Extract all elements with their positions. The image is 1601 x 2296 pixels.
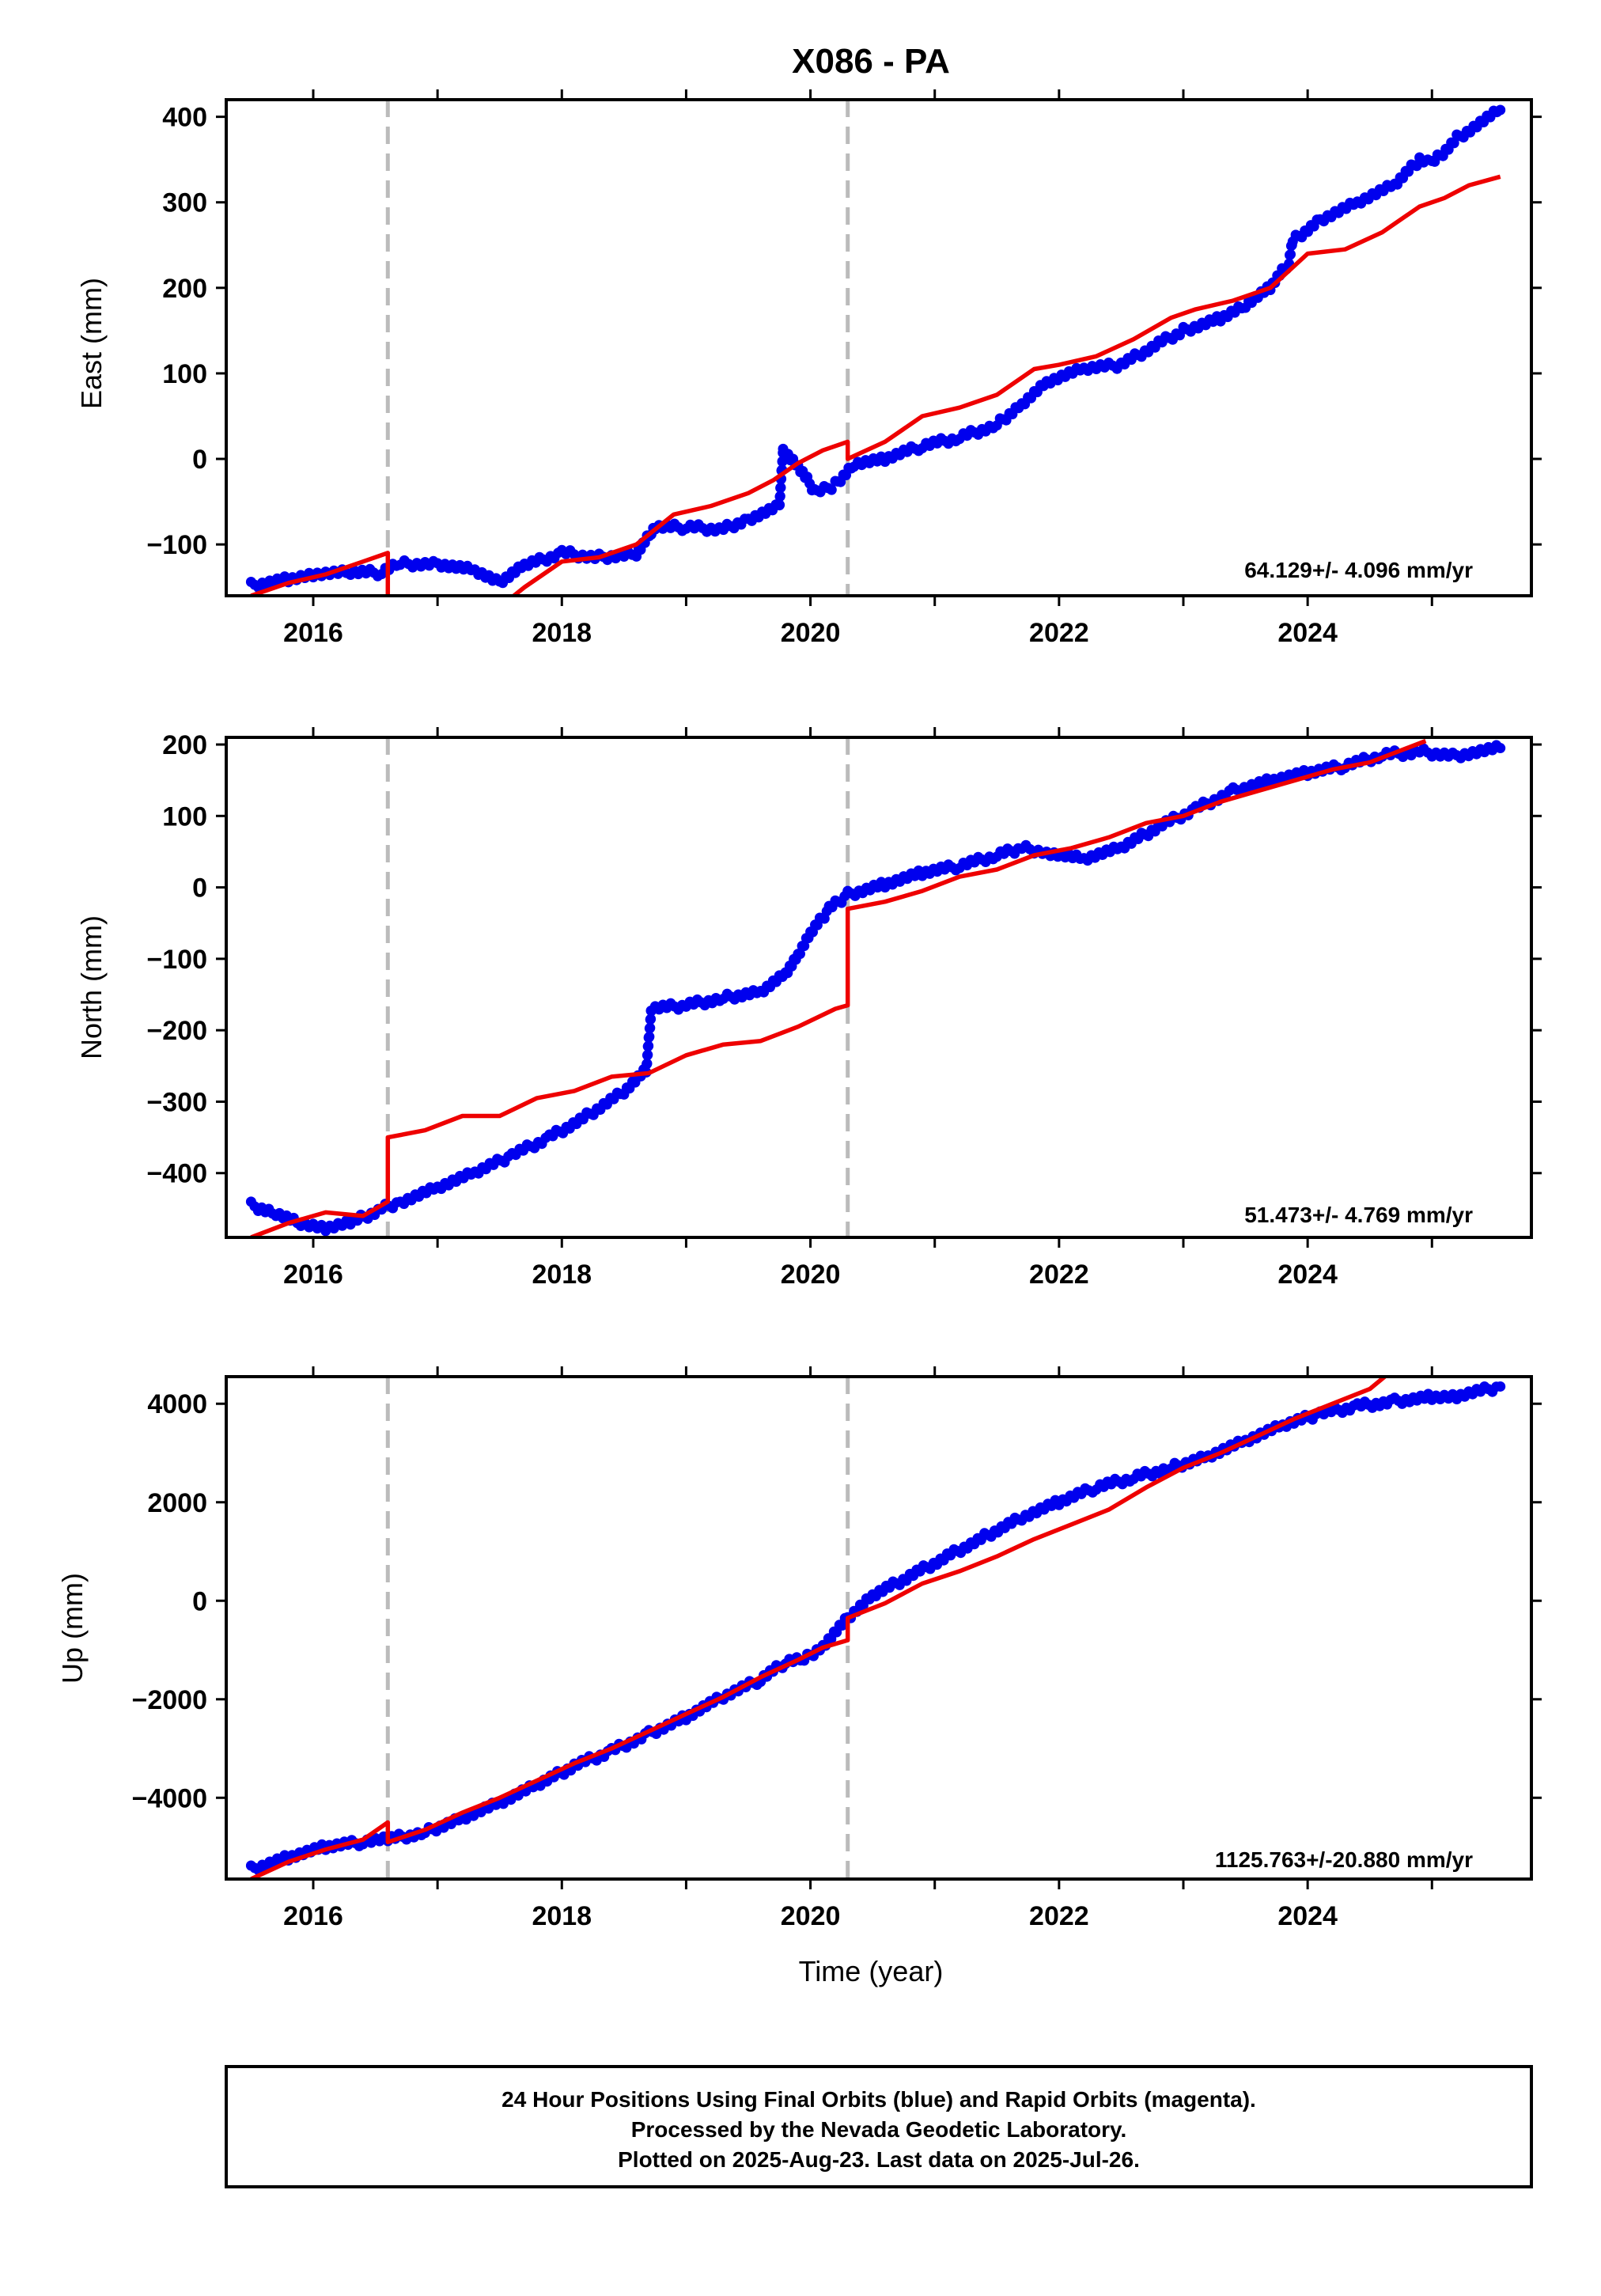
north-x-tick-label: 2016: [283, 1260, 343, 1290]
footer-line-2: Processed by the Nevada Geodetic Laborat…: [631, 2117, 1127, 2142]
up-observed-series: [245, 1381, 1506, 1876]
up-y-tick-label: −2000: [132, 1685, 208, 1715]
north-panel: North (mm) 51.473+/- 4.769 mm/yr 2016 201…: [75, 727, 1542, 1290]
up-y-tick-label: 0: [192, 1586, 207, 1616]
east-y-tick-label: 0: [192, 445, 207, 475]
north-y-tick-label: −100: [146, 945, 207, 975]
east-y-tick-label: 200: [162, 274, 207, 304]
east-observed-point: [1495, 104, 1506, 116]
footer-line-3: Plotted on 2025-Aug-23. Last data on 202…: [618, 2147, 1140, 2172]
north-observed-point: [645, 1022, 656, 1033]
east-plot-area: [245, 104, 1506, 596]
x-axis-label: Time (year): [799, 1955, 944, 1987]
up-x-tick-label: 2016: [283, 1901, 343, 1931]
north-model-line: [250, 738, 1427, 1237]
footer-frame: [225, 2065, 1533, 2188]
east-observed-point: [1285, 249, 1296, 260]
up-plot-area: [245, 1377, 1506, 1879]
north-observed-point: [799, 941, 810, 952]
up-observed-point: [1495, 1381, 1506, 1392]
north-observed-point: [644, 1031, 655, 1042]
up-plot-frame: [225, 1375, 1533, 1881]
north-plot-frame: [225, 736, 1533, 1239]
up-rate-label: 1125.763+/-20.880 mm/yr: [1215, 1847, 1473, 1872]
north-observed-point: [795, 949, 805, 960]
east-rate-label: 64.129+/- 4.096 mm/yr: [1244, 558, 1473, 582]
north-observed-series: [245, 740, 1506, 1237]
east-x-tick-label: 2016: [283, 618, 343, 648]
east-y-tick-label: 300: [162, 188, 207, 218]
east-y-tick-label: −100: [146, 530, 207, 560]
east-x-tick-label: 2024: [1277, 618, 1338, 648]
east-y-tick-label: 100: [162, 359, 207, 389]
north-x-tick-label: 2018: [532, 1260, 592, 1290]
east-model-line: [250, 174, 1501, 596]
north-y-tick-label: −400: [146, 1159, 207, 1189]
up-y-tick-label: −4000: [132, 1783, 208, 1813]
north-observed-point: [1495, 743, 1506, 754]
up-x-tick-label: 2022: [1029, 1901, 1089, 1931]
north-x-tick-label: 2020: [781, 1260, 841, 1290]
north-y-tick-label: 200: [162, 730, 207, 760]
east-observed-point: [774, 491, 785, 502]
east-observed-point: [775, 482, 786, 493]
chart-title: X086 - PA: [792, 42, 950, 81]
north-y-tick-label: 0: [192, 873, 207, 904]
up-y-axis-label: Up (mm): [56, 1573, 89, 1684]
up-model-line: [250, 1377, 1387, 1879]
footer-line-1: 24 Hour Positions Using Final Orbits (bl…: [501, 2087, 1256, 2112]
east-y-axis-label: East (mm): [75, 278, 108, 409]
up-y-tick-label: 2000: [147, 1488, 207, 1518]
east-y-tick-label: 400: [162, 103, 207, 133]
north-y-tick-label: −300: [146, 1087, 207, 1117]
east-observed-point: [1175, 330, 1185, 341]
east-x-tick-label: 2020: [781, 618, 841, 648]
east-observed-series: [245, 104, 1506, 593]
up-y-tick-label: 4000: [147, 1389, 207, 1419]
north-x-tick-label: 2022: [1029, 1260, 1089, 1290]
north-observed-point: [643, 1040, 654, 1051]
up-x-tick-label: 2018: [532, 1901, 592, 1931]
north-observed-point: [642, 1049, 653, 1060]
east-observed-point: [826, 484, 837, 495]
up-panel: Up (mm) 1125.763+/-20.880 mm/yr Time (ye…: [56, 1366, 1542, 1987]
footer-box: 24 Hour Positions Using Final Orbits (bl…: [225, 2065, 1533, 2188]
east-x-tick-label: 2018: [532, 618, 592, 648]
up-x-tick-label: 2024: [1277, 1901, 1338, 1931]
east-observed-point: [1448, 138, 1459, 149]
north-observed-point: [645, 1013, 657, 1025]
north-y-axis-label: North (mm): [75, 915, 108, 1059]
east-observed-point: [774, 499, 785, 510]
north-observed-point: [642, 1058, 653, 1069]
up-x-tick-label: 2020: [781, 1901, 841, 1931]
east-x-tick-label: 2022: [1029, 618, 1089, 648]
north-y-tick-label: 100: [162, 801, 207, 832]
east-panel: East (mm) 64.129+/- 4.096 mm/yr 2016 2018…: [75, 89, 1542, 648]
north-plot-area: [245, 738, 1506, 1237]
north-x-tick-label: 2024: [1277, 1260, 1338, 1290]
east-plot-frame: [225, 98, 1533, 597]
north-y-tick-label: −200: [146, 1016, 207, 1046]
north-rate-label: 51.473+/- 4.769 mm/yr: [1244, 1203, 1473, 1227]
